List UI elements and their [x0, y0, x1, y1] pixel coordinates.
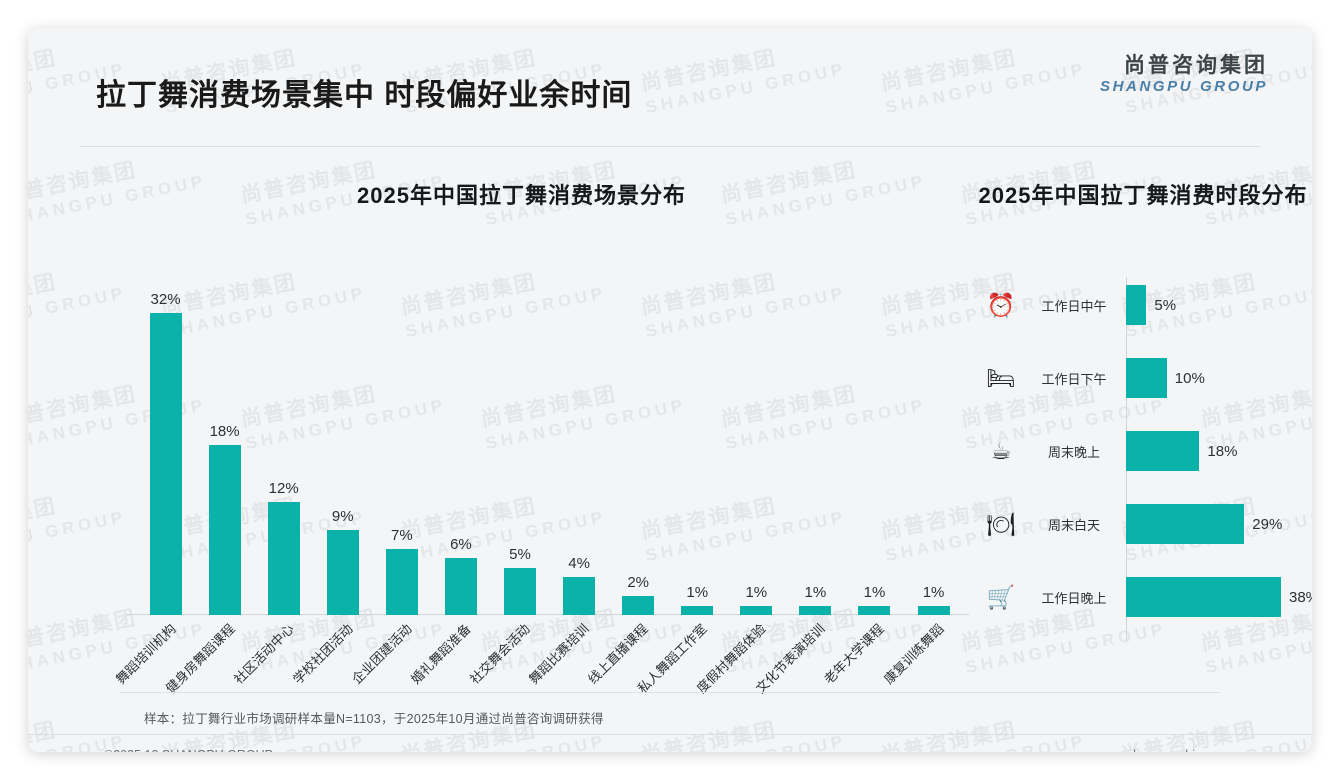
- bar-item[interactable]: 9%: [313, 283, 372, 615]
- time-bar-rect[interactable]: [1126, 431, 1200, 471]
- time-bar-rect[interactable]: [1126, 504, 1245, 544]
- bar-value-label: 1%: [745, 583, 768, 601]
- time-bar-track: 18%: [1124, 431, 1308, 471]
- bar-rect[interactable]: [385, 549, 418, 615]
- time-bar-value-label: 5%: [1154, 296, 1177, 314]
- time-bar-value-label: 38%: [1289, 588, 1312, 606]
- bar-value-label: 7%: [391, 527, 413, 544]
- page-title: 拉丁舞消费场景集中 时段偏好业余时间: [96, 79, 633, 112]
- time-category-label: 工作日中午: [1041, 298, 1107, 314]
- bar-rect[interactable]: [504, 567, 536, 615]
- coffee-cup-icon: ☕: [990, 437, 1012, 464]
- bed-icon: 🛏: [986, 364, 1016, 391]
- logo-chinese-text: 尚普咨询集团: [1124, 54, 1268, 77]
- vertical-bar-container: 32% 18% 12% 9% 7% 6% 5% 4% 2% 1% 1% 1% 1% 1%: [136, 283, 963, 615]
- sample-footnote: 样本：拉丁舞行业市场调研样本量N=1103，于2025年10月通过尚普咨询调研获…: [144, 712, 604, 726]
- copyright-text: ©2025.12 SHANGPU GROUP: [104, 748, 273, 752]
- bar-item[interactable]: 4%: [550, 283, 609, 615]
- time-bar-item[interactable]: ⏰ 工作日中午 5%: [978, 279, 1308, 331]
- alarm-clock-icon: ⏰: [986, 291, 1016, 318]
- bar-value-label: 1%: [804, 583, 827, 601]
- time-bar-rect[interactable]: [1126, 285, 1147, 325]
- website-link[interactable]: www.shangpu-china.com: [1097, 748, 1236, 752]
- brand-logo: 尚普咨询集团 SHANGPU GROUP: [1100, 54, 1268, 96]
- bar-item[interactable]: 5%: [490, 283, 549, 615]
- time-bar-item[interactable]: ☕ 周末晚上 18%: [978, 425, 1308, 477]
- bar-rect[interactable]: [917, 605, 950, 615]
- time-chart-title: 2025年中国拉丁舞消费时段分布: [978, 183, 1308, 208]
- bar-rect[interactable]: [208, 445, 241, 615]
- bar-value-label: 1%: [922, 583, 945, 601]
- bar-item[interactable]: 1%: [845, 283, 904, 615]
- time-category-label: 工作日下午: [1041, 371, 1107, 387]
- bar-value-label: 18%: [209, 423, 240, 441]
- bar-rect[interactable]: [563, 577, 596, 615]
- axis-label-cell: 康复训练舞蹈: [881, 615, 963, 687]
- bar-item[interactable]: 1%: [668, 283, 727, 615]
- page-footer: ©2025.12 SHANGPU GROUP www.shangpu-china…: [28, 734, 1312, 752]
- bar-value-label: 1%: [686, 583, 709, 601]
- footer-divider: [28, 734, 1312, 735]
- bar-rect[interactable]: [444, 558, 477, 615]
- bar-rect[interactable]: [326, 530, 359, 615]
- vertical-chart-baseline: [126, 614, 969, 615]
- bar-item[interactable]: 1%: [904, 283, 963, 615]
- time-bar-track: 29%: [1124, 504, 1308, 544]
- bar-item[interactable]: 1%: [786, 283, 845, 615]
- bar-item[interactable]: 12%: [254, 283, 313, 615]
- bar-value-label: 6%: [450, 536, 472, 554]
- bar-value-label: 1%: [863, 583, 886, 601]
- logo-english-text: SHANGPU GROUP: [1100, 78, 1268, 96]
- bar-value-label: 12%: [268, 479, 299, 497]
- time-bar-item[interactable]: 🍽 周末白天 29%: [978, 498, 1308, 550]
- title-divider: [80, 146, 1260, 147]
- scene-distribution-chart: 2025年中国拉丁舞消费场景分布 32% 18% 12% 9% 7% 6% 5% 4% 2% 1%…: [68, 178, 983, 698]
- time-bar-value-label: 18%: [1207, 442, 1238, 460]
- scene-chart-title: 2025年中国拉丁舞消费场景分布: [357, 183, 686, 208]
- shopping-cart-icon: 🛒: [986, 583, 1016, 610]
- time-bar-rect[interactable]: [1126, 358, 1167, 398]
- time-bar-track: 38%: [1124, 577, 1312, 617]
- bar-value-label: 2%: [627, 574, 649, 592]
- bar-rect[interactable]: [799, 605, 832, 615]
- time-bar-track: 10%: [1124, 358, 1308, 398]
- bar-rect[interactable]: [149, 313, 182, 615]
- bar-item[interactable]: 2%: [609, 283, 668, 615]
- time-category-label: 周末晚上: [1047, 444, 1100, 460]
- time-category-label: 工作日晚上: [1041, 590, 1107, 606]
- bar-rect[interactable]: [681, 605, 714, 615]
- vertical-bar-plot: 32% 18% 12% 9% 7% 6% 5% 4% 2% 1% 1% 1% 1% 1% 舞蹈培训机构 健身…: [112, 283, 973, 696]
- time-bar-item[interactable]: 🛏 工作日下午 10%: [978, 352, 1308, 404]
- bar-value-label: 9%: [331, 508, 354, 526]
- bar-rect[interactable]: [740, 605, 773, 615]
- time-bar-item[interactable]: 🛒 工作日晚上 38%: [978, 571, 1312, 623]
- bar-item[interactable]: 7%: [372, 283, 431, 615]
- bar-value-label: 4%: [568, 555, 590, 573]
- infographic-page: 尚普咨询集团 SHANGPU GROUP 尚普咨询集团 SHANGPU GROUP 尚普…: [28, 28, 1312, 752]
- bar-item[interactable]: 18%: [195, 283, 254, 615]
- bar-value-label: 32%: [150, 291, 181, 309]
- time-distribution-chart: 2025年中国拉丁舞消费时段分布 ⏰ 工作日中午 5% 🛏 工作日下午 10% ☕ 周末晚上 1…: [978, 178, 1312, 698]
- time-bar-rect[interactable]: [1126, 577, 1281, 617]
- bar-value-label: 5%: [509, 545, 531, 563]
- time-bar-track: 5%: [1124, 285, 1308, 325]
- vertical-axis-labels: 舞蹈培训机构 健身房舞蹈课程 社区活动中心 学校社团活动 企业团建活动 婚礼舞蹈准备 社交舞…: [112, 615, 963, 696]
- bar-item[interactable]: 32%: [136, 283, 195, 615]
- bar-rect[interactable]: [858, 605, 891, 615]
- bar-item[interactable]: 1%: [727, 283, 786, 615]
- time-bar-value-label: 29%: [1252, 515, 1283, 533]
- page-header: 拉丁舞消费场景集中 时段偏好业余时间 尚普咨询集团 SHANGPU GROUP: [28, 28, 1312, 116]
- bar-item[interactable]: 6%: [431, 283, 490, 615]
- bar-rect[interactable]: [267, 501, 300, 615]
- footnote-divider: [120, 692, 1220, 693]
- time-category-label: 周末白天: [1047, 517, 1100, 533]
- time-bar-value-label: 10%: [1174, 369, 1205, 387]
- horizontal-bar-plot: ⏰ 工作日中午 5% 🛏 工作日下午 10% ☕ 周末晚上 18% 🍽 周末白天 29% 🛒 工作日晚上 3…: [978, 273, 1312, 663]
- plate-cutlery-icon: 🍽: [986, 510, 1016, 537]
- bar-rect[interactable]: [622, 596, 655, 615]
